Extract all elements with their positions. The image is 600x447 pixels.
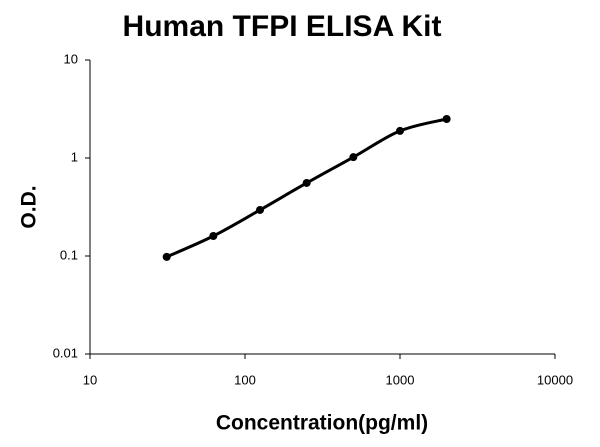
data-point [442, 115, 451, 124]
data-point [349, 153, 358, 162]
chart-title: Human TFPI ELISA Kit [123, 10, 442, 43]
data-point [209, 231, 218, 240]
x-tick-label: 1000 [386, 372, 415, 387]
x-tick-label: 10000 [537, 372, 573, 387]
data-point [396, 126, 404, 135]
data-point [256, 205, 265, 214]
y-tick-label: 0.1 [60, 247, 78, 262]
y-tick-label: 0.01 [53, 345, 78, 360]
x-tick-label: 10 [83, 372, 97, 387]
data-point [302, 178, 311, 187]
data-point [162, 252, 171, 261]
x-axis-label: Concentration(pg/ml) [216, 412, 428, 435]
y-axis-label: O.D. [18, 185, 41, 228]
x-tick-label: 100 [234, 372, 256, 387]
y-tick-label: 10 [64, 51, 78, 66]
y-tick-label: 1 [71, 149, 78, 164]
